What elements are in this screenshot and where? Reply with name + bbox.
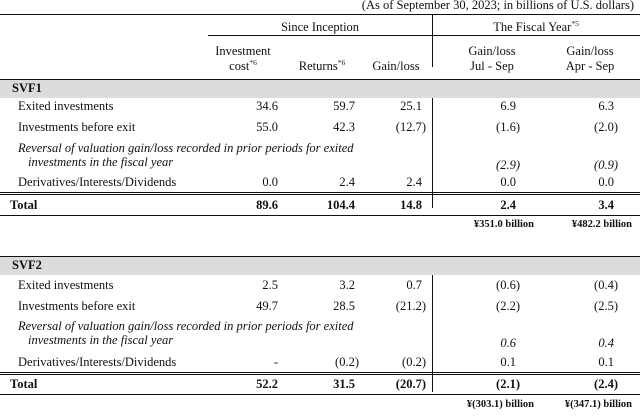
svf2-total-jul: (2.1) [496,377,520,391]
svf2-total-apr: (2.4) [594,377,618,391]
svf2-section-header [0,257,640,275]
svf2-cell-returns: (0.2) [335,355,359,369]
svf1-cell-gain: 2.4 [406,175,422,189]
svf1-total-gain: 14.8 [400,198,422,212]
svf1-reversal-label-line1: Reversal of valuation gain/loss recorded… [18,141,354,155]
svf2-cell-cost: 2.5 [262,278,278,292]
header-jul-sep: Gain/loss Jul - Sep [468,44,516,73]
svf1-row-label: Exited investments [18,99,114,113]
svf2-reversal-apr: 0.4 [598,336,614,350]
svf1-cell-returns: 42.3 [333,120,355,134]
svf2-top-rule [0,256,640,257]
svf2-cell-returns: 3.2 [339,278,355,292]
svf1-reversal-apr: (0.9) [594,158,618,172]
svf1-cell-jul: 0.0 [500,175,516,189]
svf2-row-label: Investments before exit [18,299,136,313]
svf1-cell-apr: 6.3 [598,99,614,113]
svf1-cell-cost: 55.0 [256,120,278,134]
svf2-cell-jul: (0.6) [496,278,520,292]
svf1-total-cost: 89.6 [256,198,278,212]
svf2-cell-returns: 28.5 [333,299,355,313]
header-fiscal-year: The Fiscal Year*5 [493,19,579,34]
svf1-reversal-label-line2: investments in the fiscal year [28,155,174,169]
svf2-total-gain: (20.7) [395,377,426,391]
svf2-reversal-label-line1: Reversal of valuation gain/loss recorded… [18,319,354,333]
svf1-top-rule [0,79,640,80]
svf1-total-returns: 104.4 [326,198,355,212]
svf2-total-rule-top2 [0,374,640,375]
svf1-cell-gain: 25.1 [400,99,422,113]
header-divider [432,14,433,67]
svf1-total-rule-top2 [0,194,640,195]
header-investment-cost: Investment cost*6 [215,44,271,73]
svf1-cell-apr: 0.0 [598,175,614,189]
svf2-total-rule-top [0,372,640,373]
svf2-reversal-jul: 0.6 [500,336,516,350]
svf1-cell-jul: (1.6) [496,120,520,134]
svf1-yen-jul: ¥351.0 billion [473,219,534,230]
svf2-cell-cost: 49.7 [256,299,278,313]
svf1-row-label: Investments before exit [18,120,136,134]
svf2-cell-gain: 0.7 [406,278,422,292]
svf2-row-label: Exited investments [18,278,114,292]
svf1-total-label: Total [10,198,38,212]
since-inception-rule [208,35,432,36]
svf2-total-rule-bottom [0,394,640,395]
header-returns: Returns*6 [298,58,346,73]
svf1-total-apr: 3.4 [598,198,614,212]
svf2-cell-apr: (0.4) [594,278,618,292]
svf2-cell-gain: (0.2) [402,355,426,369]
svf2-reversal-label-line2: investments in the fiscal year [28,333,174,347]
units-note: (As of September 30, 2023; in billions o… [361,0,634,12]
svf1-yen-apr: ¥482.2 billion [571,219,632,230]
svf1-cell-returns: 59.7 [333,99,355,113]
svf1-reversal-jul: (2.9) [496,158,520,172]
header-gain-loss: Gain/loss [372,59,420,73]
fiscal-year-rule [432,35,640,36]
svf1-total-rule-top [0,192,640,193]
svf1-total-rule-bottom [0,215,640,216]
svf1-cell-jul: 6.9 [500,99,516,113]
svf1-cell-cost: 0.0 [262,175,278,189]
header-apr-sep: Gain/loss Apr - Sep [565,44,615,73]
svf2-cell-cost: - [273,355,278,369]
svf1-title: SVF1 [12,81,42,95]
svf1-column-divider [432,98,433,208]
svf2-cell-jul: 0.1 [500,355,516,369]
svf2-yen-apr: ¥(347.1) billion [564,399,632,410]
header-since-inception: Since Inception [280,20,360,34]
svf2-column-divider [432,275,433,392]
svf2-total-returns: 31.5 [333,377,355,391]
svf1-cell-cost: 34.6 [256,99,278,113]
svf2-total-label: Total [10,377,38,391]
svf2-cell-apr: 0.1 [598,355,614,369]
svf2-cell-jul: (2.2) [496,299,520,313]
svf2-cell-gain: (21.2) [395,299,426,313]
svf1-cell-apr: (2.0) [594,120,618,134]
svf1-total-jul: 2.4 [500,198,516,212]
svf2-cell-apr: (2.5) [594,299,618,313]
svf2-row-label: Derivatives/Interests/Dividends [18,355,177,369]
svf2-yen-jul: ¥(303.1) billion [466,399,534,410]
svf2-total-cost: 52.2 [256,377,278,391]
svf1-cell-gain: (12.7) [395,120,426,134]
svf2-title: SVF2 [12,258,42,272]
top-rule [0,14,640,15]
svf1-cell-returns: 2.4 [339,175,355,189]
svf1-section-header [0,80,640,98]
svf1-row-label: Derivatives/Interests/Dividends [18,175,177,189]
